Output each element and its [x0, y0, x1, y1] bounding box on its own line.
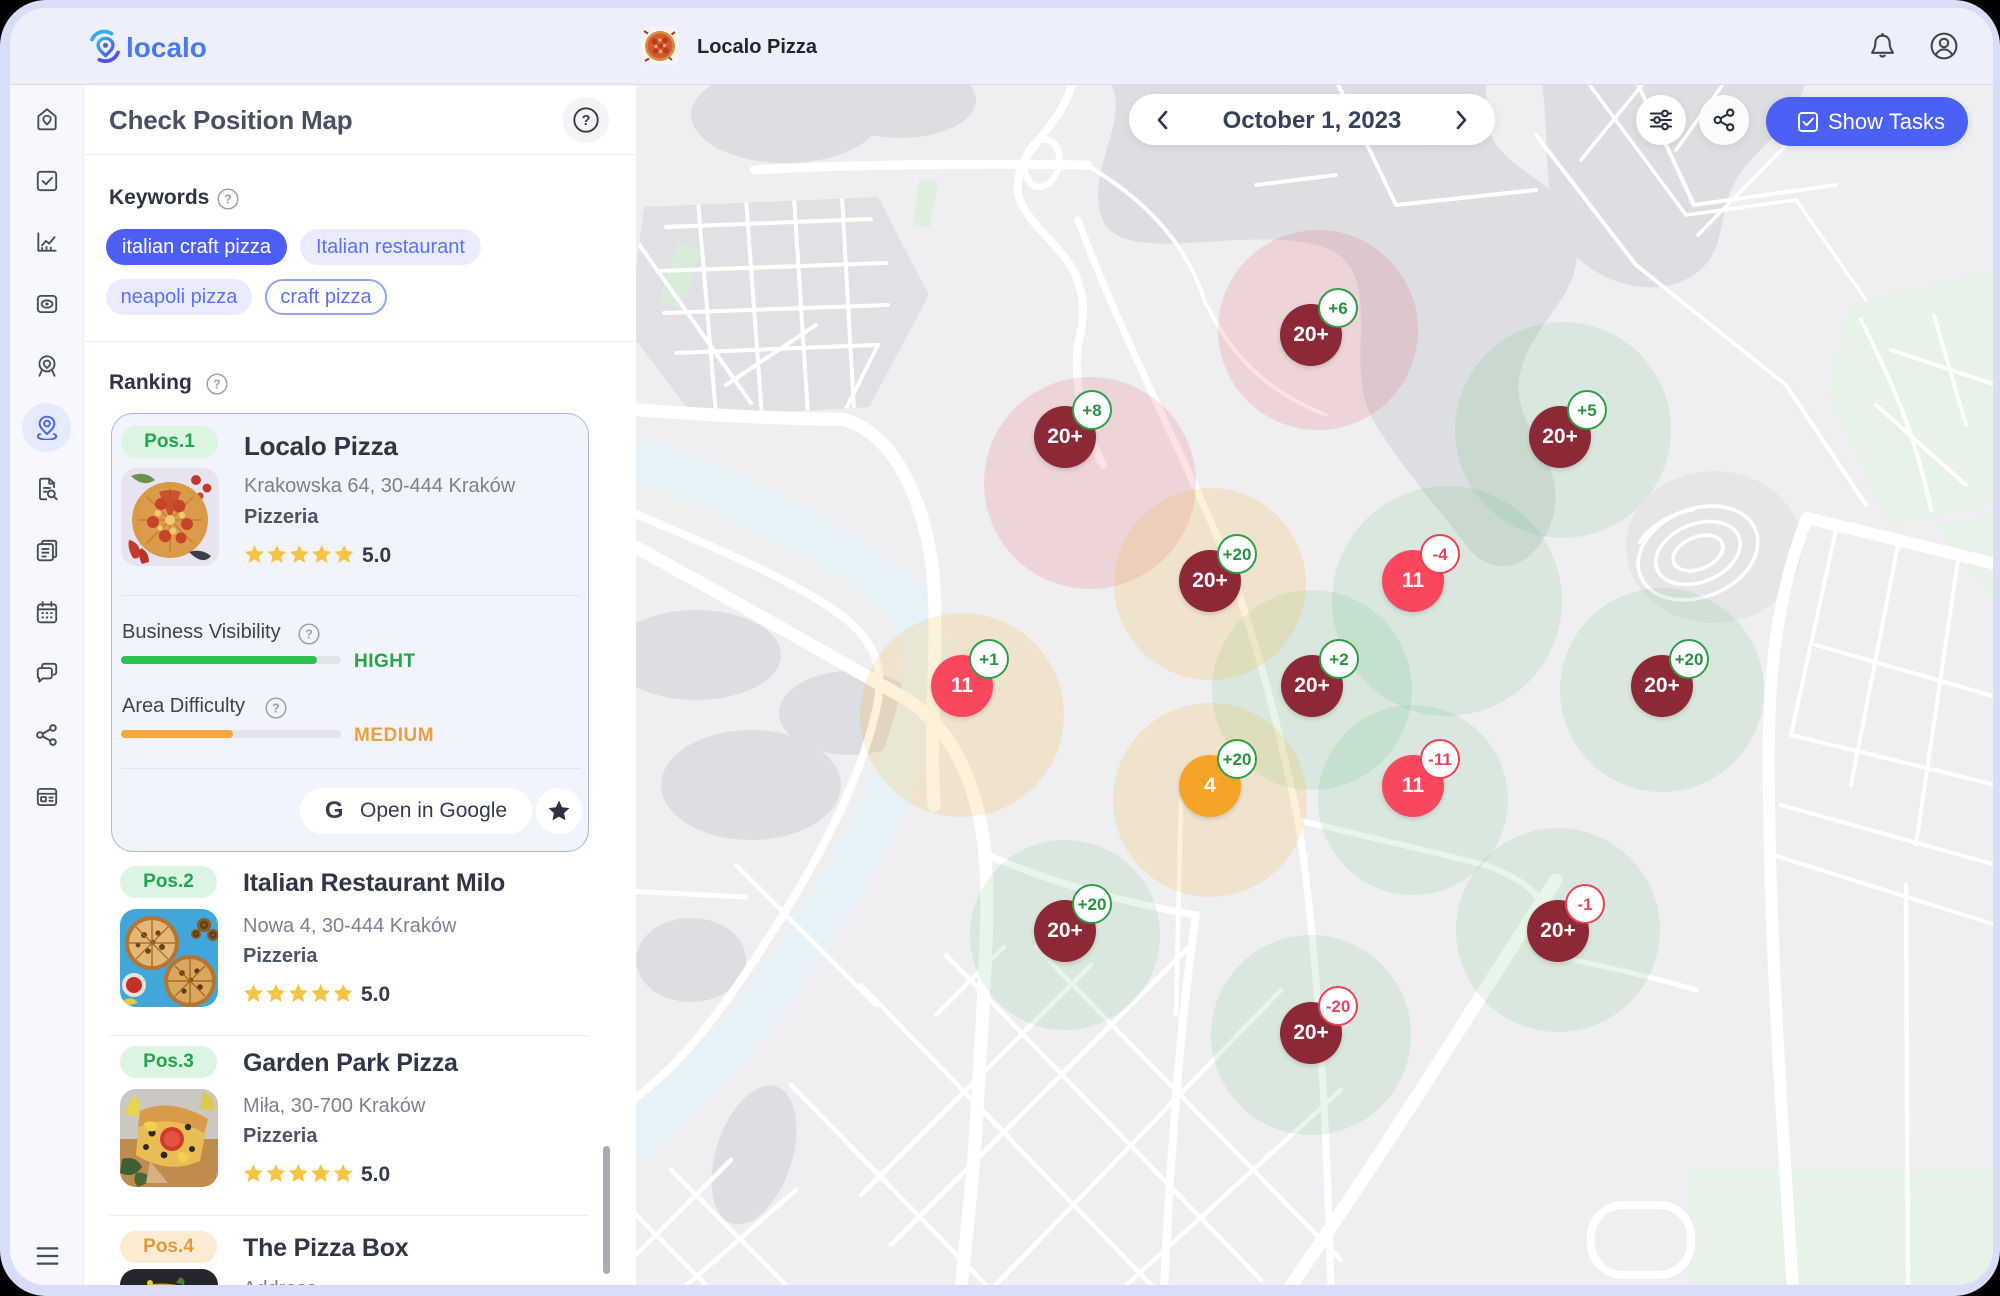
svg-text:?: ? [224, 192, 232, 206]
svg-text:?: ? [582, 113, 591, 129]
svg-text:?: ? [213, 377, 221, 391]
svg-text:?: ? [305, 627, 313, 641]
svg-text:?: ? [272, 701, 280, 715]
